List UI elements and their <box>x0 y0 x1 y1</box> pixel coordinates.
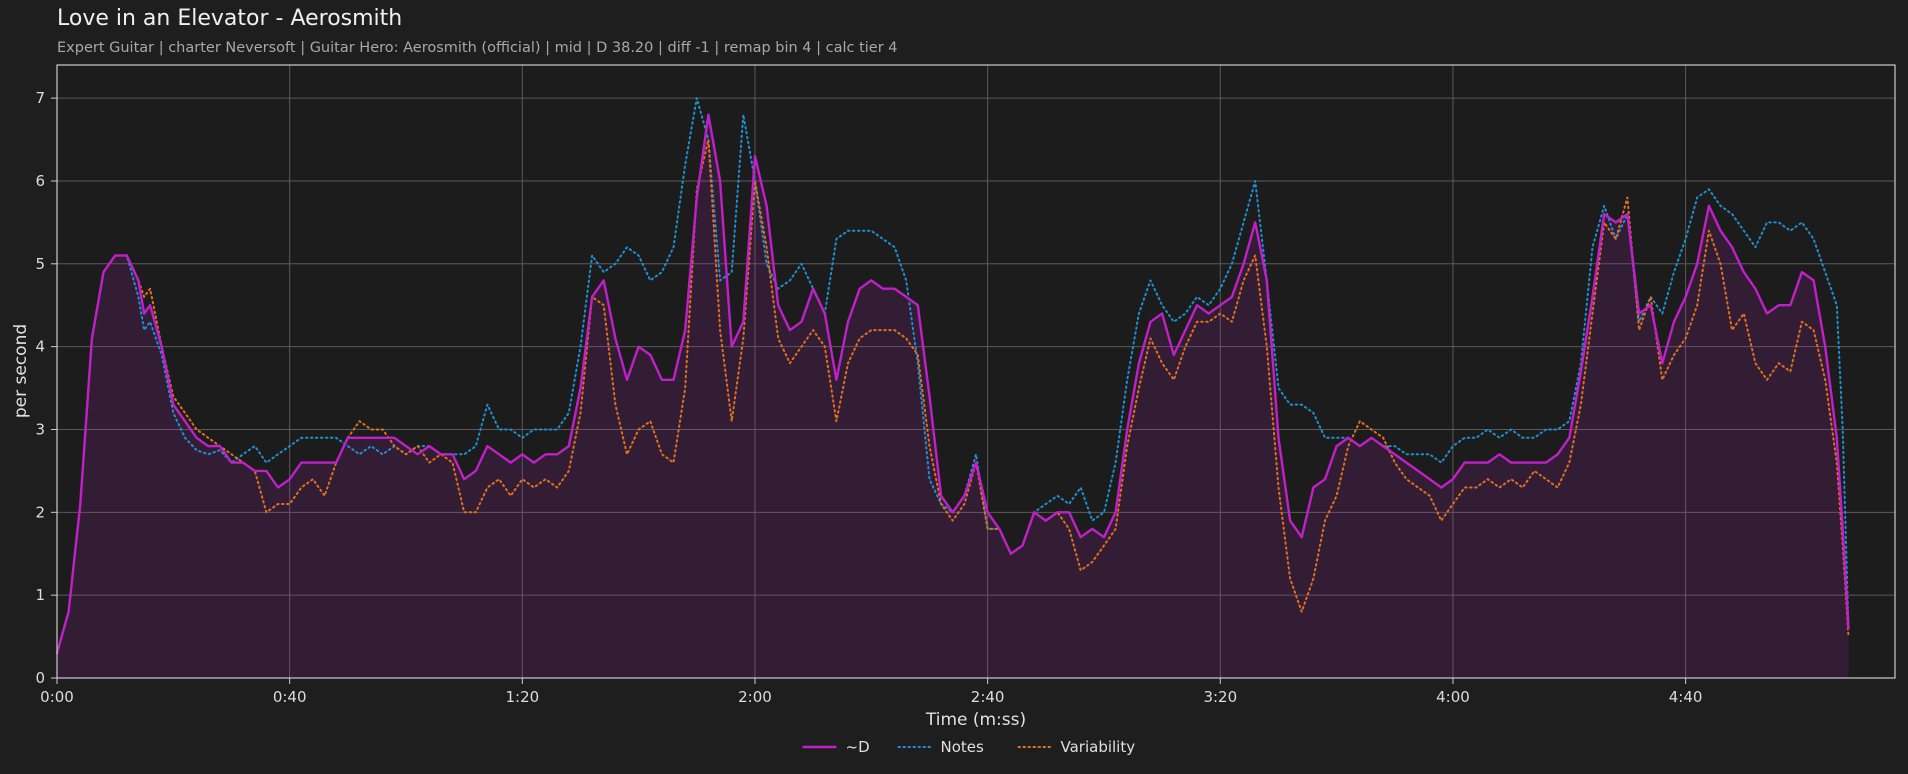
series-line-d <box>55 113 1850 655</box>
plot-background <box>57 65 1895 678</box>
y-tick-label: 3 <box>35 420 45 438</box>
y-tick-label: 4 <box>35 338 45 356</box>
y-axis-label: per second <box>11 324 31 418</box>
x-tick-label: 3:20 <box>1203 688 1237 706</box>
x-tick-label: 2:00 <box>738 688 772 706</box>
x-axis-label: Time (m:ss) <box>925 710 1026 730</box>
x-tick-label: 0:40 <box>273 688 307 706</box>
series-fill-area <box>57 114 1849 678</box>
y-tick-label: 6 <box>35 172 45 190</box>
legend-label: Variability <box>1061 738 1136 756</box>
legend-label: Notes <box>941 738 985 756</box>
y-tick-label: 0 <box>35 669 45 687</box>
chart-title: Love in an Elevator - Aerosmith <box>57 6 403 31</box>
y-tick-label: 1 <box>35 586 45 604</box>
plot-frame <box>56 64 1896 679</box>
y-tick-label: 7 <box>35 89 45 107</box>
grid-lines <box>56 65 1895 678</box>
chart-subtitle: Expert Guitar | charter Neversoft | Guit… <box>57 40 898 56</box>
series-line-notes <box>56 97 1850 655</box>
x-tick-label: 4:40 <box>1669 688 1703 706</box>
series-fills <box>57 114 1849 678</box>
legend-label: ~D <box>846 738 870 756</box>
x-tick-label: 0:00 <box>40 688 74 706</box>
y-axis-ticks: 0 1 2 3 4 5 6 7 <box>35 89 57 687</box>
x-tick-label: 4:00 <box>1436 688 1470 706</box>
x-tick-label: 2:40 <box>971 688 1005 706</box>
series-lines <box>55 97 1850 655</box>
x-tick-label: 1:20 <box>505 688 539 706</box>
x-axis-ticks: 0:00 0:40 1:20 2:00 2:40 3:20 4:00 4:40 <box>40 678 1702 706</box>
y-tick-label: 2 <box>35 503 45 521</box>
legend: ~D Notes Variability <box>802 738 1136 756</box>
y-tick-label: 5 <box>35 255 45 273</box>
